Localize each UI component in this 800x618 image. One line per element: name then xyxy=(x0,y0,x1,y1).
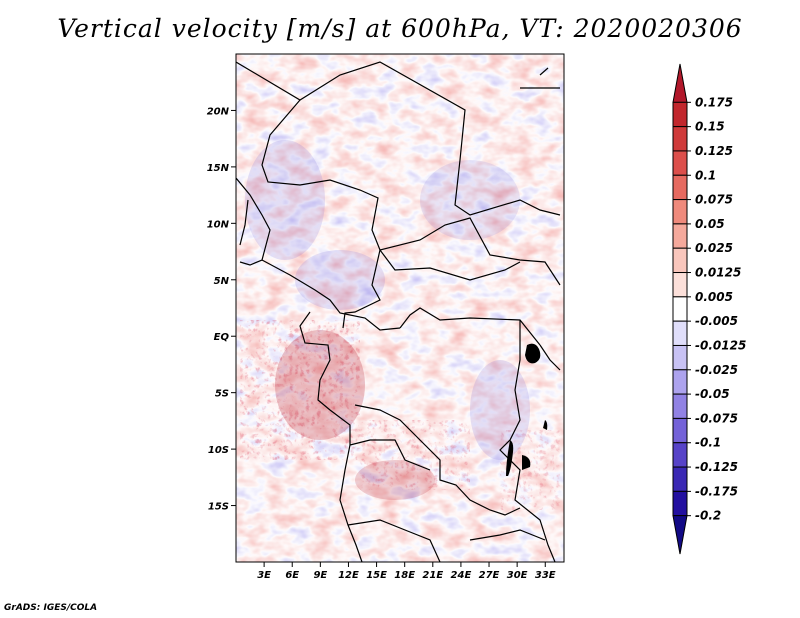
lat-tick-label: 15N xyxy=(207,163,230,174)
lat-tick-label: 10S xyxy=(208,445,229,456)
colorbar-label: 0.175 xyxy=(695,95,733,109)
lat-tick-label: 10N xyxy=(207,219,230,230)
latitude-axis: 20N 15N 10N 5N EQ 5S 10S 15S xyxy=(207,106,236,513)
map-frame xyxy=(235,53,565,563)
lon-tick-label: 12E xyxy=(338,570,359,581)
colorbar-label: -0.025 xyxy=(695,363,738,377)
colorbar-bin xyxy=(672,296,688,322)
lakes xyxy=(506,343,548,476)
vertical-velocity-field xyxy=(236,54,564,562)
colorbar-bin xyxy=(672,466,688,492)
colorbar-bin xyxy=(672,101,688,128)
colorbar-label: 0.025 xyxy=(695,241,733,255)
lat-tick-label: 15S xyxy=(208,502,229,513)
lon-tick-label: 24E xyxy=(451,570,472,581)
colorbar-bin xyxy=(672,199,688,225)
lat-tick-label: EQ xyxy=(214,332,230,343)
lon-tick-label: 15E xyxy=(366,570,387,581)
colorbar-bin xyxy=(672,174,688,201)
lon-tick-label: 9E xyxy=(313,570,327,581)
colorbar-bin xyxy=(672,320,688,346)
colorbar-label: -0.1 xyxy=(695,436,721,450)
colorbar-bin xyxy=(672,126,688,152)
colorbar-label: 0.05 xyxy=(695,217,725,231)
lon-tick-label: 21E xyxy=(422,570,443,581)
lon-tick-label: 33E xyxy=(535,570,556,581)
plot-title: Vertical velocity [m/s] at 600hPa, VT: 2… xyxy=(57,14,743,43)
colorbar-bin xyxy=(672,63,688,103)
colorbar-bin xyxy=(672,490,688,517)
lat-tick-label: 5N xyxy=(214,276,230,287)
colorbar-label: -0.0125 xyxy=(695,338,746,352)
map-panel: 20N 15N 10N 5N EQ 5S 10S 15S 3E 6E 9E 12E 15E 18E 21E… xyxy=(207,53,565,581)
country-boundaries xyxy=(236,61,561,562)
colorbar-label: -0.175 xyxy=(695,484,738,498)
colorbar-bin xyxy=(672,393,688,419)
colorbar-bin xyxy=(672,272,688,298)
colorbar-bin xyxy=(672,515,688,555)
colorbar-bin xyxy=(672,344,688,371)
colorbar-bin xyxy=(672,150,688,176)
lon-tick-label: 30E xyxy=(507,570,528,581)
colorbar-label: -0.005 xyxy=(695,314,738,328)
lon-tick-label: 3E xyxy=(257,570,271,581)
colorbar-bin xyxy=(672,442,688,468)
colorbar-bin xyxy=(672,417,688,444)
grads-credit: GrADS: IGES/COLA xyxy=(4,603,98,613)
lon-tick-label: 27E xyxy=(479,570,500,581)
colorbar-label: 0.075 xyxy=(695,193,733,207)
colorbar-bin xyxy=(672,223,688,249)
lon-tick-label: 18E xyxy=(394,570,415,581)
colorbar: 0.175 0.15 0.125 0.1 0.075 0.05 0.025 0.0125 0.0… xyxy=(672,63,746,555)
colorbar-label: 0.1 xyxy=(695,168,716,182)
colorbar-label: 0.005 xyxy=(695,290,733,304)
lat-tick-label: 20N xyxy=(207,106,230,117)
colorbar-bin xyxy=(672,369,688,395)
colorbar-label: 0.15 xyxy=(695,120,725,134)
colorbar-label: -0.05 xyxy=(695,387,730,401)
longitude-axis: 3E 6E 9E 12E 15E 18E 21E 24E 27E 30E 33E xyxy=(257,562,556,581)
colorbar-label: -0.2 xyxy=(695,509,721,523)
colorbar-bin xyxy=(672,247,688,274)
lon-tick-label: 6E xyxy=(285,570,299,581)
colorbar-label: 0.0125 xyxy=(695,266,741,280)
lat-tick-label: 5S xyxy=(215,389,229,400)
colorbar-label: -0.125 xyxy=(695,460,738,474)
colorbar-label: 0.125 xyxy=(695,144,733,158)
colorbar-label: -0.075 xyxy=(695,411,738,425)
